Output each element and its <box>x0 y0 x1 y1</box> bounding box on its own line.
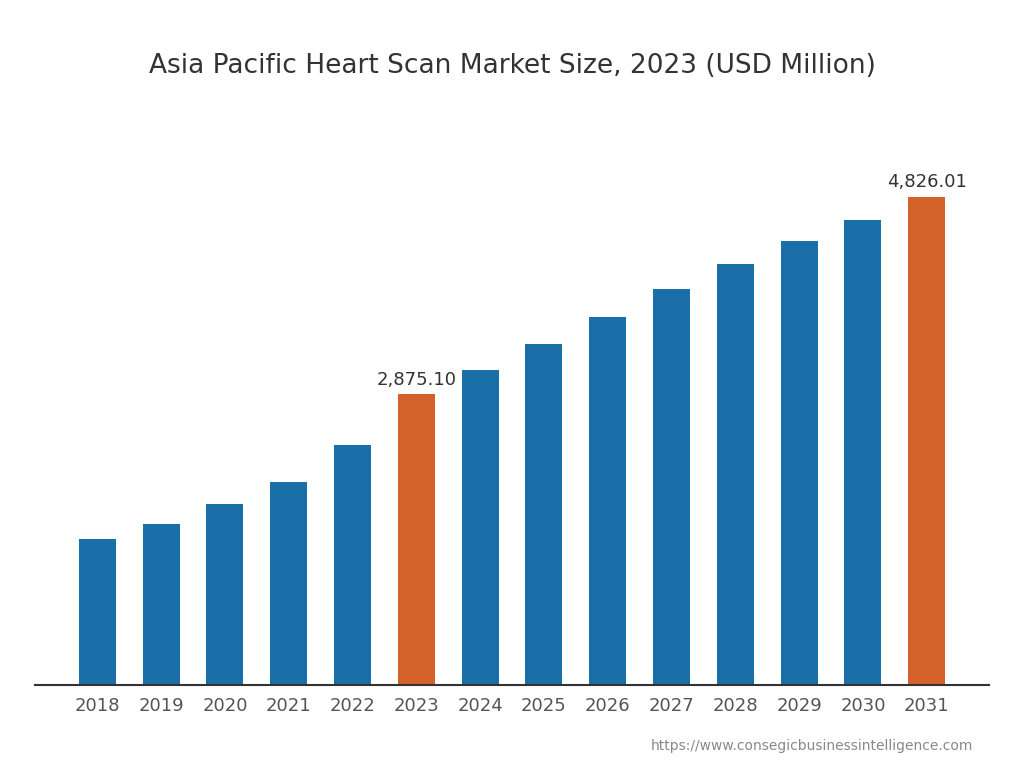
Bar <box>270 482 307 686</box>
Bar <box>717 264 754 686</box>
Bar <box>908 197 945 686</box>
Bar <box>525 344 562 686</box>
Text: 4,826.01: 4,826.01 <box>887 174 967 191</box>
Bar <box>845 220 882 686</box>
Bar <box>589 317 627 686</box>
Bar <box>142 524 179 686</box>
Text: 2,875.10: 2,875.10 <box>376 371 457 389</box>
Bar <box>79 538 116 686</box>
Bar <box>397 395 435 686</box>
Bar <box>207 505 244 686</box>
Text: https://www.consegicbusinessintelligence.com: https://www.consegicbusinessintelligence… <box>650 739 973 753</box>
Bar <box>780 241 817 686</box>
Title: Asia Pacific Heart Scan Market Size, 2023 (USD Million): Asia Pacific Heart Scan Market Size, 202… <box>148 54 876 79</box>
Bar <box>653 289 690 686</box>
Bar <box>462 369 499 686</box>
Bar <box>334 445 371 686</box>
